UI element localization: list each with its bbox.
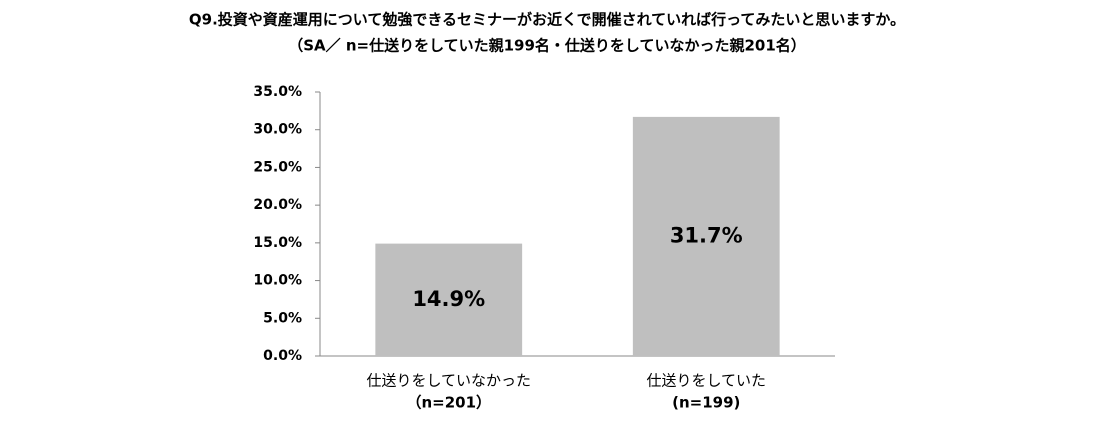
bar: [375, 243, 523, 356]
bar: [632, 116, 780, 357]
chart-subtitle: （SA／ n=仕送りをしていた親199名・仕送りをしていなかった親201名）: [288, 37, 806, 55]
y-tick-label: 15.0%: [253, 235, 302, 251]
y-tick-label: 20.0%: [253, 197, 302, 213]
y-tick-label: 25.0%: [253, 159, 302, 175]
value-label: 31.7%: [670, 223, 743, 247]
x-tick-label: 仕送りをしていなかった: [366, 372, 531, 390]
y-tick-label: 30.0%: [253, 122, 302, 138]
chart-title: Q9.投資や資産運用について勉強できるセミナーがお近くで開催されていれば行ってみ…: [189, 11, 905, 29]
y-tick-label: 10.0%: [253, 273, 302, 289]
x-tick-label: 仕送りをしていた: [646, 372, 766, 390]
x-tick-label: （n=201）: [406, 394, 491, 412]
value-label: 14.9%: [412, 287, 485, 311]
y-tick-label: 35.0%: [253, 84, 302, 100]
x-tick-label: (n=199): [672, 394, 740, 412]
y-tick-label: 0.0%: [263, 348, 302, 364]
y-tick-label: 5.0%: [263, 310, 302, 326]
